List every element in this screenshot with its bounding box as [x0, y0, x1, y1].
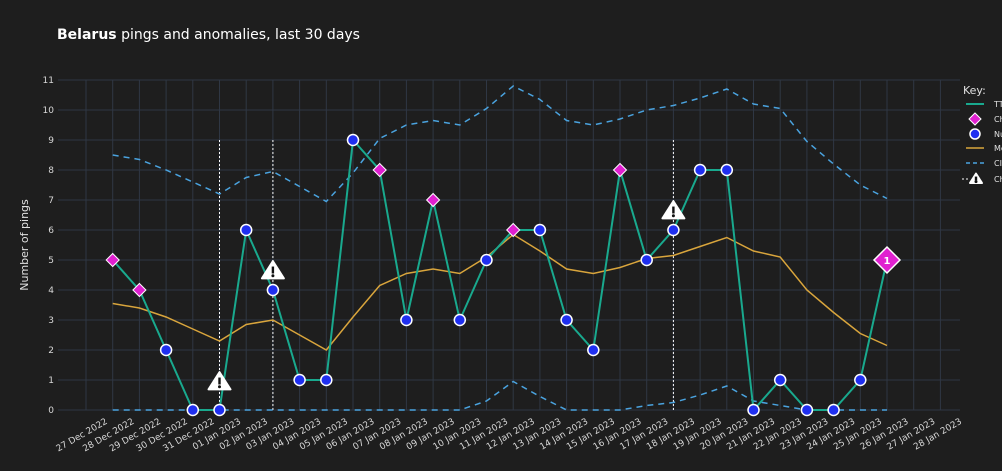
null-marker [320, 373, 333, 387]
null-marker [400, 313, 413, 327]
y-tick-label: 5 [48, 256, 54, 266]
warning-bar [271, 266, 275, 274]
null-marker [827, 403, 840, 417]
y-tick-label: 0 [48, 406, 54, 416]
warning-bar [218, 377, 221, 385]
warning-icon [661, 200, 686, 220]
y-tick-label: 4 [48, 286, 54, 296]
null-marker [854, 373, 867, 387]
median-line [112, 233, 888, 351]
null-marker [800, 403, 814, 417]
warning-bar [974, 176, 978, 181]
y-tick-label: 6 [48, 226, 54, 236]
changepoint-marker [505, 222, 521, 238]
y-tick-label: 9 [48, 136, 54, 146]
title-country: Belarus [57, 27, 117, 43]
legend-entry-ttl: TTL [993, 100, 1002, 109]
warning-dot [671, 214, 675, 218]
grid-layer [58, 79, 960, 411]
null-marker [773, 373, 787, 387]
warning-dot [974, 180, 978, 184]
series-layer [111, 85, 888, 413]
null-marker [159, 343, 173, 357]
legend: Key: TTL Changepoint Null Median CI Change [962, 84, 1002, 185]
marker-layer: 1 [105, 133, 902, 417]
legend-title: Key: [963, 84, 986, 97]
null-marker [480, 253, 493, 267]
null-marker [587, 343, 600, 357]
ci-upper-line [112, 85, 888, 203]
null-marker [213, 403, 226, 417]
y-tick-label: 7 [48, 196, 54, 206]
null-marker [720, 163, 734, 177]
large-changepoint-marker [872, 245, 902, 275]
legend-entry-change: Change [994, 175, 1002, 184]
warning-icon [260, 260, 285, 280]
large-marker-label: 1 [884, 256, 891, 267]
warning-icon [969, 172, 983, 185]
changepoint-marker [425, 192, 441, 208]
null-marker [747, 403, 760, 417]
legend-swatch-changepoint [968, 112, 982, 126]
changepoint-marker [132, 282, 147, 298]
changepoint-marker [372, 162, 387, 178]
y-tick-label: 1 [48, 376, 54, 386]
title-rest: pings and anomalies, last 30 days [121, 27, 360, 43]
changepoint-marker [105, 252, 120, 268]
null-marker [667, 223, 680, 237]
null-marker [266, 283, 280, 297]
null-marker [453, 313, 467, 327]
legend-entry-median: Median [994, 144, 1002, 153]
legend-entry-changepoint: Changepoint [994, 115, 1002, 124]
warning-dot [218, 385, 221, 389]
null-marker [533, 223, 547, 237]
warning-bar [672, 206, 675, 214]
y-tick-label: 8 [48, 166, 54, 176]
null-marker [239, 223, 253, 237]
y-tick-label: 11 [43, 76, 54, 86]
y-axis-title: Number of pings [18, 199, 31, 291]
null-marker [640, 253, 653, 267]
warning-icon [207, 371, 232, 391]
legend-swatch-null [969, 128, 981, 140]
null-marker [346, 133, 360, 147]
y-tick-label: 10 [43, 106, 55, 116]
null-marker [293, 373, 306, 387]
ttl-line [111, 137, 888, 413]
y-tick-label: 3 [48, 316, 54, 326]
null-marker [560, 313, 573, 327]
legend-entry-null: Null [994, 130, 1002, 139]
changepoint-marker [612, 162, 628, 178]
anomaly-lines [219, 140, 674, 410]
y-tick-label: 2 [48, 346, 54, 356]
null-marker [186, 403, 200, 417]
chart-title: Belarus pings and anomalies, last 30 day… [57, 27, 360, 43]
warning-dot [271, 274, 275, 278]
y-tick-labels: 0 1 2 3 4 5 6 7 8 9 10 11 [43, 76, 55, 416]
legend-entry-ci: CI [994, 159, 1002, 168]
null-marker [693, 163, 707, 177]
